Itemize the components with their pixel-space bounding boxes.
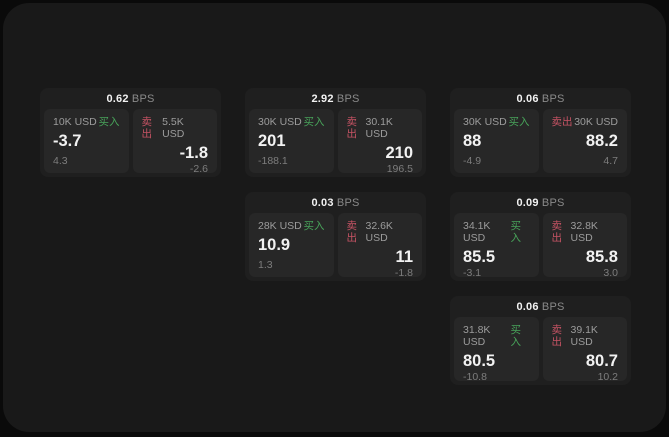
quote-card: 0.03 BPS 28K USD 买入 10.9 1.3 卖出 32.6K USD 11 -1.…	[245, 192, 426, 281]
spread-header: 0.03 BPS	[245, 192, 426, 213]
quote-panels: 28K USD 买入 10.9 1.3 卖出 32.6K USD 11 -1.8	[245, 213, 426, 279]
spread-unit: BPS	[541, 301, 565, 313]
buy-quote-tile[interactable]: 30K USD 买入 88 -4.9	[454, 109, 539, 173]
buy-price: 201	[258, 132, 286, 150]
sell-size: 30K USD	[574, 116, 618, 128]
sell-price: -1.8	[179, 144, 208, 162]
sell-label: 卖出	[346, 220, 358, 244]
buy-size: 30K USD	[258, 116, 302, 128]
buy-sub-value: 4.3	[53, 155, 68, 167]
spread-header: 0.06 BPS	[450, 88, 631, 109]
sell-sub-value: 10.2	[597, 371, 618, 383]
quote-panels: 30K USD 买入 201 -188.1 卖出 30.1K USD 210 196.5	[245, 109, 426, 175]
sell-label: 卖出	[551, 324, 563, 348]
buy-size: 28K USD	[258, 220, 302, 232]
spread-header: 2.92 BPS	[245, 88, 426, 109]
spread-value: 2.92	[311, 93, 334, 105]
sell-quote-tile[interactable]: 卖出 39.1K USD 80.7 10.2	[542, 317, 627, 383]
sell-label: 卖出	[346, 116, 358, 140]
buy-quote-tile[interactable]: 28K USD 买入 10.9 1.3	[249, 213, 334, 277]
spread-value: 0.62	[106, 93, 129, 105]
buy-label: 买入	[303, 116, 325, 128]
buy-size: 34.1K USD	[463, 220, 491, 244]
sell-quote-tile[interactable]: 卖出 32.8K USD 85.8 3.0	[542, 213, 627, 279]
buy-label: 买入	[508, 116, 530, 128]
spread-unit: BPS	[541, 197, 565, 209]
sell-label: 卖出	[141, 116, 153, 140]
buy-price: 85.5	[463, 248, 496, 266]
quote-panels: 30K USD 买入 88 -4.9 卖出 30K USD 88.2 4.7	[450, 109, 631, 173]
quote-card: 0.62 BPS 10K USD 买入 -3.7 4.3 卖出 5.5K USD -1.8 -2…	[40, 88, 221, 177]
buy-label: 买入	[98, 116, 120, 128]
buy-label: 买入	[303, 220, 325, 232]
buy-label: 买入	[510, 220, 522, 244]
buy-size: 31.8K USD	[463, 324, 491, 348]
sell-size: 5.5K USD	[162, 116, 185, 140]
buy-price: 80.5	[463, 352, 496, 370]
buy-sub-value: -4.9	[463, 155, 482, 167]
buy-price: 88	[463, 132, 482, 150]
quote-card: 0.09 BPS 34.1K USD 买入 85.5 -3.1 卖出 32.8K USD 85…	[450, 192, 631, 281]
spread-unit: BPS	[541, 93, 565, 105]
sell-quote-tile[interactable]: 卖出 30.1K USD 210 196.5	[337, 109, 422, 175]
sell-quote-tile[interactable]: 卖出 30K USD 88.2 4.7	[542, 109, 627, 173]
quote-panels: 31.8K USD 买入 80.5 -10.8 卖出 39.1K USD 80.7 10.2	[450, 317, 631, 383]
buy-sub-value: 1.3	[258, 259, 273, 271]
spread-unit: BPS	[131, 93, 155, 105]
buy-quote-tile[interactable]: 34.1K USD 买入 85.5 -3.1	[454, 213, 539, 279]
sell-size: 32.6K USD	[365, 220, 393, 244]
app-window: 0.62 BPS 10K USD 买入 -3.7 4.3 卖出 5.5K USD -1.8 -2…	[3, 3, 666, 432]
buy-sub-value: -188.1	[258, 155, 288, 167]
sell-price: 11	[395, 248, 413, 266]
sell-price: 80.7	[585, 352, 618, 370]
buy-price: 10.9	[258, 236, 291, 254]
spread-value: 0.09	[516, 197, 539, 209]
sell-sub-value: -1.8	[394, 267, 413, 279]
sell-size: 39.1K USD	[570, 324, 598, 348]
buy-quote-tile[interactable]: 31.8K USD 买入 80.5 -10.8	[454, 317, 539, 383]
sell-price: 85.8	[585, 248, 618, 266]
spread-value: 0.03	[311, 197, 334, 209]
buy-label: 买入	[510, 324, 522, 348]
spread-value: 0.06	[516, 93, 539, 105]
sell-size: 30.1K USD	[365, 116, 393, 140]
sell-label: 卖出	[551, 220, 563, 244]
buy-size: 10K USD	[53, 116, 97, 128]
spread-header: 0.09 BPS	[450, 192, 631, 213]
quote-card: 0.06 BPS 31.8K USD 买入 80.5 -10.8 卖出 39.1K USD 8…	[450, 296, 631, 385]
spread-unit: BPS	[336, 93, 360, 105]
sell-sub-value: 196.5	[386, 163, 413, 175]
quote-panels: 10K USD 买入 -3.7 4.3 卖出 5.5K USD -1.8 -2.6	[40, 109, 221, 175]
buy-price: -3.7	[53, 132, 82, 150]
quote-card: 2.92 BPS 30K USD 买入 201 -188.1 卖出 30.1K USD 210…	[245, 88, 426, 177]
sell-size: 32.8K USD	[570, 220, 598, 244]
sell-sub-value: 4.7	[603, 155, 618, 167]
sell-quote-tile[interactable]: 卖出 5.5K USD -1.8 -2.6	[132, 109, 217, 175]
buy-quote-tile[interactable]: 30K USD 买入 201 -188.1	[249, 109, 334, 173]
buy-sub-value: -3.1	[463, 267, 482, 279]
sell-price: 210	[385, 144, 413, 162]
sell-price: 88.2	[585, 132, 618, 150]
spread-header: 0.06 BPS	[450, 296, 631, 317]
sell-sub-value: 3.0	[603, 267, 618, 279]
quote-card: 0.06 BPS 30K USD 买入 88 -4.9 卖出 30K USD 88.2 4.7	[450, 88, 631, 177]
sell-quote-tile[interactable]: 卖出 32.6K USD 11 -1.8	[337, 213, 422, 279]
buy-quote-tile[interactable]: 10K USD 买入 -3.7 4.3	[44, 109, 129, 173]
spread-value: 0.06	[516, 301, 539, 313]
sell-sub-value: -2.6	[189, 163, 208, 175]
spread-header: 0.62 BPS	[40, 88, 221, 109]
buy-size: 30K USD	[463, 116, 507, 128]
sell-label: 卖出	[551, 116, 573, 128]
quote-panels: 34.1K USD 买入 85.5 -3.1 卖出 32.8K USD 85.8 3.0	[450, 213, 631, 279]
spread-unit: BPS	[336, 197, 360, 209]
buy-sub-value: -10.8	[463, 371, 487, 383]
